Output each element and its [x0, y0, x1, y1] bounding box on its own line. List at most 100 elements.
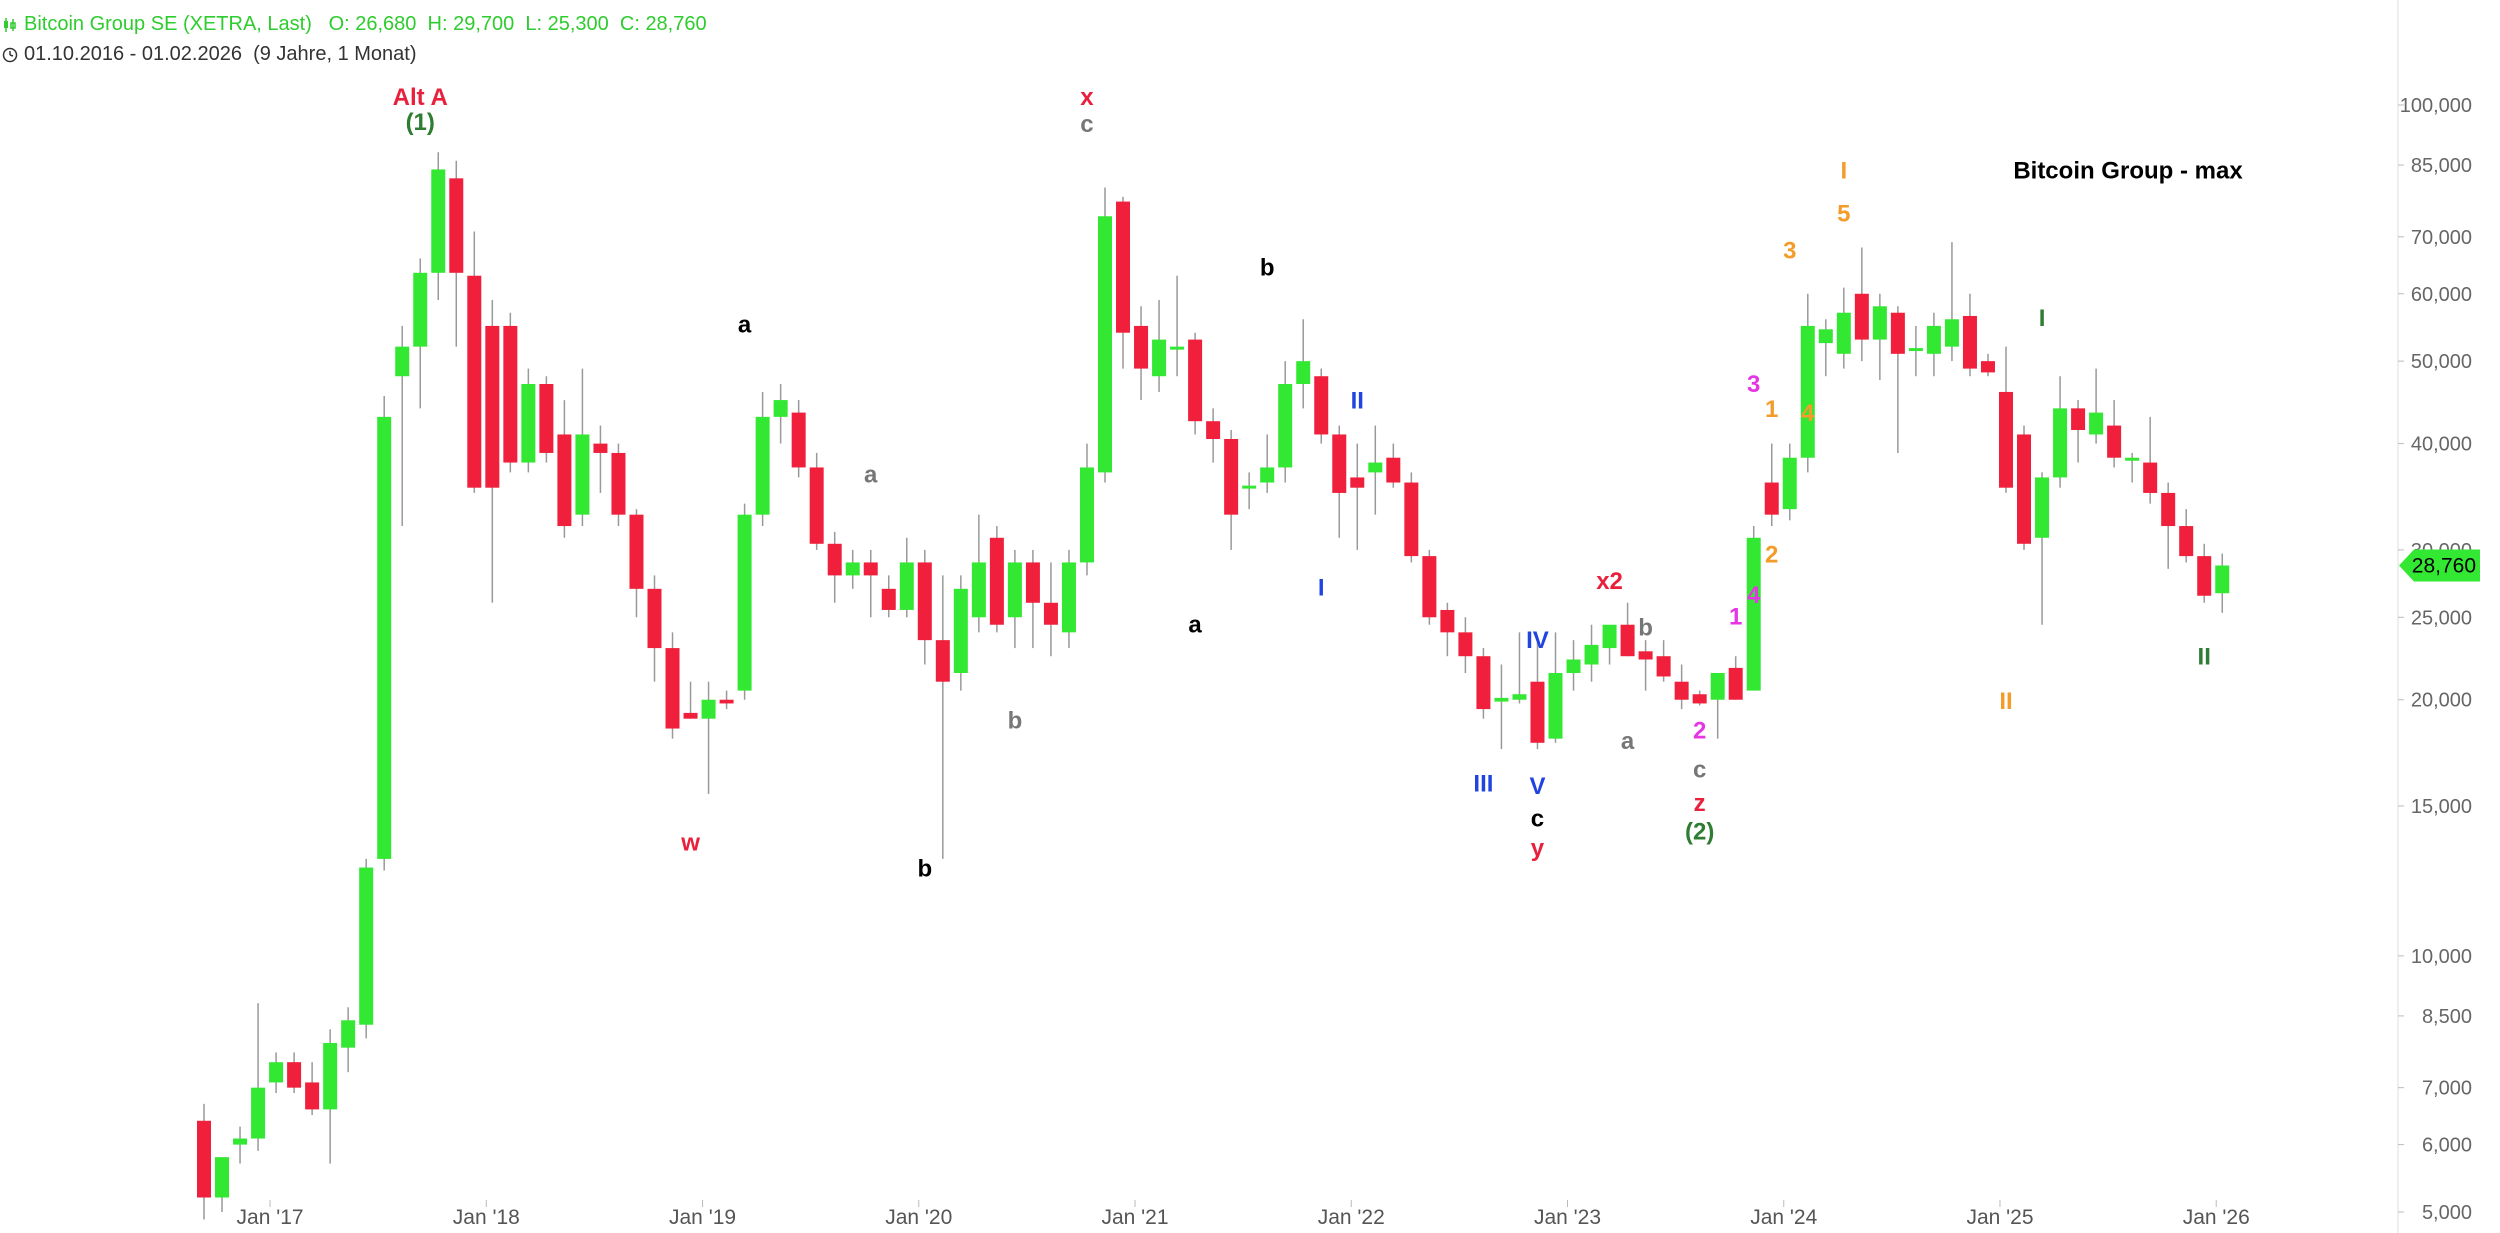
candle-body[interactable] — [377, 416, 392, 859]
candle-body[interactable] — [1530, 681, 1545, 743]
candle-body[interactable] — [809, 467, 824, 544]
candle-body[interactable] — [881, 588, 896, 610]
candle-body[interactable] — [521, 384, 536, 463]
candle-body[interactable] — [341, 1020, 356, 1048]
candle-body[interactable] — [1368, 462, 1383, 473]
candle-body[interactable] — [1061, 562, 1076, 633]
candle-body[interactable] — [1116, 201, 1131, 333]
candle-body[interactable] — [2143, 462, 2158, 493]
candle-body[interactable] — [197, 1120, 211, 1198]
candle-body[interactable] — [431, 169, 446, 273]
candle-body[interactable] — [1242, 485, 1257, 489]
candle-body[interactable] — [1548, 673, 1563, 739]
candle-body[interactable] — [1025, 562, 1040, 603]
candle-body[interactable] — [359, 867, 374, 1025]
candle-body[interactable] — [287, 1062, 302, 1088]
candle-body[interactable] — [1440, 609, 1455, 633]
candle-body[interactable] — [1944, 319, 1959, 347]
candle-body[interactable] — [2215, 565, 2230, 594]
candle-body[interactable] — [1818, 329, 1833, 344]
candle-body[interactable] — [1206, 421, 1221, 440]
candle-body[interactable] — [1386, 457, 1401, 483]
candle-body[interactable] — [863, 562, 878, 576]
candle-body[interactable] — [665, 648, 680, 729]
candle-body[interactable] — [1458, 632, 1473, 657]
candle-body[interactable] — [449, 178, 464, 273]
candle-body[interactable] — [1007, 562, 1022, 618]
candle-body[interactable] — [1656, 656, 1671, 677]
candle-body[interactable] — [1638, 651, 1653, 660]
candle-body[interactable] — [1296, 361, 1311, 385]
candle-body[interactable] — [2071, 408, 2086, 430]
candle-body[interactable] — [1404, 482, 1419, 557]
candle-body[interactable] — [1512, 694, 1527, 700]
candle-body[interactable] — [1800, 325, 1815, 458]
candle-body[interactable] — [1926, 325, 1941, 354]
candle-body[interactable] — [1134, 325, 1149, 369]
candle-body[interactable] — [2197, 556, 2212, 596]
candle-body[interactable] — [917, 562, 932, 641]
candle-body[interactable] — [773, 400, 788, 417]
candle-body[interactable] — [2179, 526, 2194, 557]
candle-body[interactable] — [1476, 656, 1491, 710]
candle-body[interactable] — [1710, 673, 1725, 700]
candle-body[interactable] — [575, 434, 590, 515]
candle-body[interactable] — [971, 562, 986, 618]
candle-body[interactable] — [1962, 315, 1977, 369]
candle-body[interactable] — [989, 537, 1004, 625]
candle-body[interactable] — [683, 712, 698, 719]
candle-body[interactable] — [1872, 306, 1887, 340]
candle-body[interactable] — [1079, 467, 1094, 563]
candle-body[interactable] — [611, 452, 626, 515]
candle-body[interactable] — [215, 1157, 230, 1198]
candle-body[interactable] — [935, 640, 950, 682]
candle-body[interactable] — [1890, 312, 1905, 354]
candle-body[interactable] — [593, 443, 608, 453]
candle-body[interactable] — [2053, 408, 2068, 478]
candle-body[interactable] — [1260, 467, 1275, 483]
candle-body[interactable] — [1332, 434, 1347, 493]
candle-body[interactable] — [1602, 624, 1617, 649]
candle-body[interactable] — [2161, 492, 2176, 527]
candle-body[interactable] — [1494, 697, 1509, 702]
candle-body[interactable] — [395, 346, 410, 377]
candle-body[interactable] — [2089, 412, 2104, 435]
candle-body[interactable] — [503, 325, 518, 463]
candle-body[interactable] — [1746, 537, 1761, 691]
candle-body[interactable] — [791, 412, 806, 468]
candle-body[interactable] — [2107, 425, 2122, 458]
candle-body[interactable] — [1908, 348, 1923, 352]
candle-body[interactable] — [413, 272, 428, 347]
candle-body[interactable] — [1170, 346, 1185, 350]
candle-body[interactable] — [827, 543, 842, 576]
candle-body[interactable] — [557, 434, 572, 527]
candle-body[interactable] — [2035, 477, 2050, 538]
candle-body[interactable] — [647, 588, 662, 649]
candle-body[interactable] — [1152, 339, 1167, 377]
candle-body[interactable] — [1584, 644, 1599, 665]
candle-body[interactable] — [1620, 624, 1635, 657]
candle-body[interactable] — [1188, 339, 1203, 422]
candle-body[interactable] — [1422, 556, 1437, 618]
candle-body[interactable] — [1854, 293, 1869, 340]
candle-body[interactable] — [2017, 434, 2032, 544]
candle-body[interactable] — [1278, 384, 1293, 468]
candle-body[interactable] — [233, 1138, 248, 1145]
candle-body[interactable] — [1728, 667, 1743, 700]
candle-body[interactable] — [251, 1087, 266, 1139]
candle-body[interactable] — [1999, 391, 2013, 488]
candle-body[interactable] — [1566, 659, 1581, 674]
candle-body[interactable] — [719, 699, 734, 704]
candle-body[interactable] — [467, 275, 482, 488]
candle-body[interactable] — [1350, 477, 1365, 488]
candle-body[interactable] — [1692, 694, 1707, 704]
candle-body[interactable] — [1836, 312, 1851, 354]
candle-body[interactable] — [737, 514, 752, 691]
candle-body[interactable] — [539, 384, 554, 453]
candle-body[interactable] — [323, 1042, 338, 1110]
candle-body[interactable] — [485, 325, 500, 488]
candle-body[interactable] — [1224, 439, 1239, 515]
candle-body[interactable] — [899, 562, 914, 610]
candle-body[interactable] — [1764, 482, 1779, 515]
